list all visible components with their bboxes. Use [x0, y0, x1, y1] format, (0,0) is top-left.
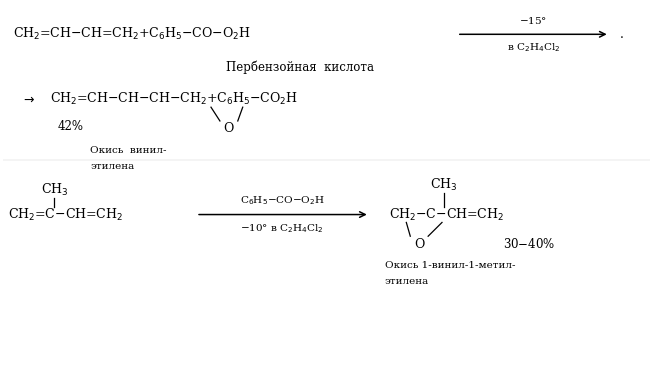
Text: 30$-$40%: 30$-$40%	[503, 237, 556, 251]
Text: O: O	[223, 122, 234, 135]
Text: Окись  винил-: Окись винил-	[90, 146, 167, 155]
Text: $-$10° в C$_2$H$_4$Cl$_2$: $-$10° в C$_2$H$_4$Cl$_2$	[240, 222, 325, 235]
Text: CH$_3$: CH$_3$	[430, 177, 458, 193]
Text: $-$15°: $-$15°	[519, 15, 547, 26]
Text: CH$_2$=CH$-$CH$-$CH$-$CH$_2$+C$_6$H$_5$$-$CO$_2$H: CH$_2$=CH$-$CH$-$CH$-$CH$_2$+C$_6$H$_5$$…	[50, 91, 298, 107]
Text: Окись 1-винил-1-метил-: Окись 1-винил-1-метил-	[385, 261, 515, 270]
Text: O: O	[414, 238, 424, 250]
Text: 42%: 42%	[57, 120, 84, 134]
Text: CH$_2$=C$-$CH=CH$_2$: CH$_2$=C$-$CH=CH$_2$	[8, 206, 123, 223]
Text: Пербензойная  кислота: Пербензойная кислота	[226, 60, 374, 74]
Text: C$_6$H$_5$$-$CO$-$O$_2$H: C$_6$H$_5$$-$CO$-$O$_2$H	[240, 194, 325, 207]
Text: .: .	[620, 28, 624, 41]
Text: CH$_3$: CH$_3$	[40, 182, 68, 198]
Text: CH$_2$=CH$-$CH=CH$_2$+C$_6$H$_5$$-$CO$-$O$_2$H: CH$_2$=CH$-$CH=CH$_2$+C$_6$H$_5$$-$CO$-$…	[12, 26, 250, 42]
Text: в C$_2$H$_4$Cl$_2$: в C$_2$H$_4$Cl$_2$	[507, 41, 560, 54]
Text: $\rightarrow$: $\rightarrow$	[21, 93, 35, 106]
Text: CH$_2$$-$C$-$CH=CH$_2$: CH$_2$$-$C$-$CH=CH$_2$	[389, 206, 505, 223]
Text: этилена: этилена	[90, 162, 135, 171]
Text: этилена: этилена	[385, 277, 429, 286]
